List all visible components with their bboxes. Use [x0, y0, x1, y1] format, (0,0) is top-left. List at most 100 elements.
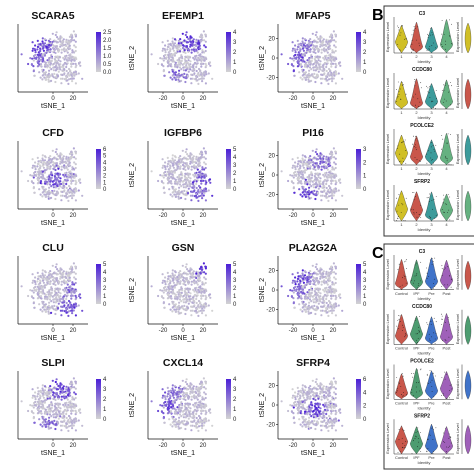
cell-point	[171, 162, 174, 165]
cell-point	[307, 293, 310, 296]
cell-point	[208, 61, 212, 64]
cell-point	[71, 427, 74, 430]
cell-point	[191, 296, 194, 299]
cell-point	[54, 69, 58, 72]
cell-point	[322, 276, 325, 279]
cell-point	[300, 59, 303, 62]
cell-point	[175, 63, 178, 66]
cell-point	[307, 274, 310, 277]
cell-point	[185, 291, 188, 294]
cell-point	[65, 69, 68, 73]
cell-point	[164, 51, 167, 54]
cell-point	[171, 274, 174, 277]
cell-point	[59, 43, 62, 46]
cell-point	[338, 61, 342, 64]
cell-point	[180, 401, 183, 404]
cell-point	[53, 405, 57, 408]
cell-point	[186, 55, 189, 58]
cell-point	[308, 308, 311, 311]
cell-point	[46, 43, 49, 47]
cell-point	[32, 417, 35, 420]
cell-point	[60, 51, 63, 54]
cell-point	[36, 45, 40, 49]
cell-point	[67, 46, 70, 49]
cell-point	[176, 390, 179, 394]
cell-point	[72, 147, 75, 150]
cell-point	[299, 167, 302, 170]
cell-point	[47, 195, 50, 198]
cell-point	[314, 172, 317, 175]
cell-point	[306, 66, 309, 69]
cell-point	[174, 61, 177, 64]
cell-point	[68, 44, 71, 47]
cell-point	[202, 77, 205, 80]
cell-point	[50, 68, 53, 71]
y-tick-label: 0	[272, 56, 276, 62]
cell-point	[191, 42, 194, 45]
cell-point	[164, 285, 167, 289]
cell-point	[189, 407, 192, 410]
cell-point	[187, 59, 190, 62]
cell-point	[77, 189, 80, 192]
cell-point	[62, 391, 65, 394]
cell-point	[307, 195, 310, 198]
cell-point	[161, 404, 164, 407]
x-tick-label: 0	[311, 96, 315, 102]
cell-point	[322, 161, 325, 164]
cell-point	[169, 275, 172, 278]
cell-point	[37, 61, 40, 64]
cell-point	[293, 74, 296, 77]
cell-point	[74, 49, 77, 53]
cell-point	[176, 275, 179, 279]
cell-point	[197, 278, 200, 281]
cell-point	[312, 186, 315, 189]
cell-point	[61, 159, 64, 162]
cell-point	[50, 401, 53, 404]
cell-point	[200, 33, 203, 37]
cell-point	[176, 66, 179, 69]
cell-point	[182, 301, 185, 304]
cell-point	[54, 312, 57, 316]
cell-point	[198, 152, 201, 155]
cell-point	[64, 55, 67, 58]
cell-point	[335, 289, 338, 293]
cell-point	[73, 271, 76, 274]
cell-point	[172, 281, 175, 284]
cell-point	[195, 186, 198, 190]
cell-point	[180, 311, 183, 314]
cell-point	[317, 63, 320, 66]
cell-point	[191, 186, 194, 189]
cell-point	[200, 288, 203, 291]
cell-point	[150, 285, 153, 288]
cell-point	[188, 395, 191, 398]
cell-point	[173, 71, 176, 74]
cell-point	[71, 49, 74, 52]
cell-point	[319, 194, 322, 197]
cell-point	[164, 57, 167, 60]
cell-point	[41, 53, 45, 56]
cell-point	[315, 176, 318, 179]
cell-point	[314, 301, 317, 304]
cell-point	[169, 394, 172, 397]
cell-point	[200, 36, 204, 40]
cell-point	[307, 310, 310, 313]
cell-point	[73, 191, 76, 194]
cell-point	[333, 271, 336, 274]
cell-point	[193, 61, 197, 64]
cell-point	[60, 153, 63, 156]
cell-point	[178, 193, 181, 196]
cell-point	[325, 186, 328, 190]
cell-point	[68, 401, 71, 404]
cell-point	[311, 264, 314, 267]
cell-point	[321, 190, 324, 194]
cell-point	[291, 174, 294, 177]
cell-point	[166, 386, 169, 389]
cell-point	[41, 170, 45, 173]
cell-point	[166, 65, 169, 68]
cell-point	[186, 172, 189, 175]
cell-point	[299, 295, 303, 298]
cell-point	[299, 193, 302, 196]
cell-point	[204, 199, 207, 202]
cell-point	[316, 172, 319, 175]
cell-point	[61, 69, 64, 72]
